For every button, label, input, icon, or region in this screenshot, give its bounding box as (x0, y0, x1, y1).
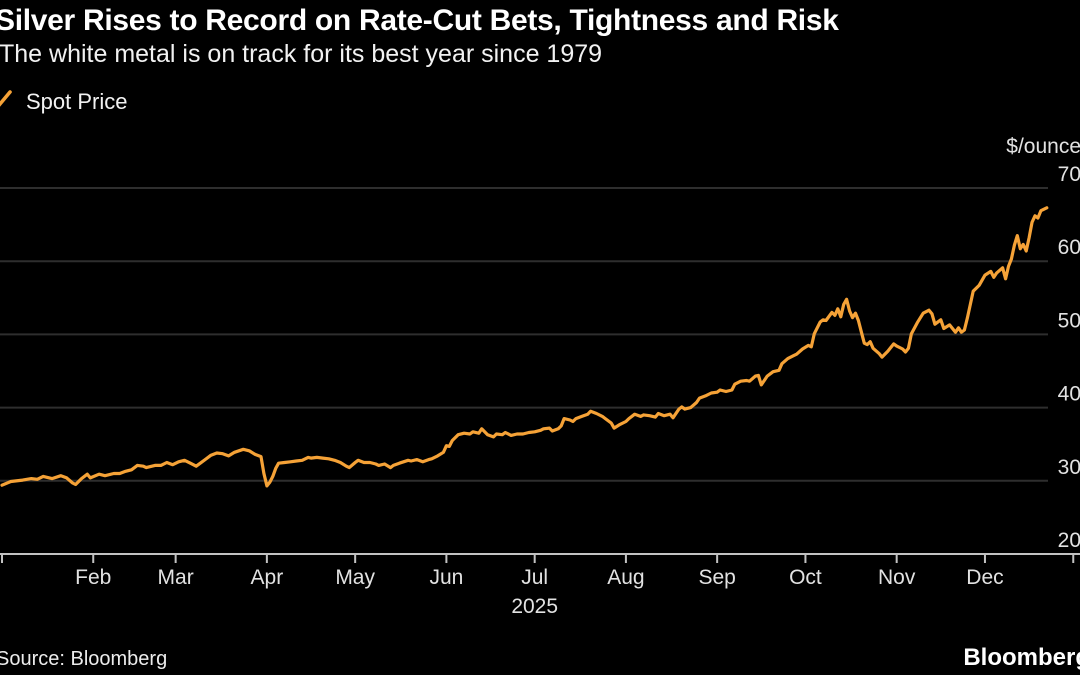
legend-label: Spot Price (26, 89, 128, 114)
y-axis-unit-label: $/ounce (1006, 135, 1080, 158)
y-axis-label: 60 (1058, 236, 1080, 259)
x-axis-month-label: May (335, 566, 375, 589)
y-axis-label: 40 (1058, 383, 1080, 406)
x-axis-month-label: Dec (966, 566, 1003, 589)
x-axis-month-label: Jul (521, 566, 548, 589)
y-axis-label: 30 (1058, 456, 1080, 479)
y-axis-label: 50 (1058, 309, 1080, 332)
x-axis-year-label: 2025 (511, 595, 558, 618)
spot-price-line (0, 206, 1049, 488)
x-axis-month-label: Aug (607, 566, 644, 589)
chart-subtitle: The white metal is on track for its best… (0, 40, 603, 68)
y-axis-label: 20 (1058, 529, 1080, 552)
bloomberg-logo: Bloomberg (963, 644, 1080, 671)
legend-line-icon (0, 90, 12, 107)
x-axis-month-label: Feb (75, 566, 111, 589)
y-axis-label: 70 (1058, 163, 1080, 186)
x-axis-month-label: Sep (698, 566, 735, 589)
source-label: Source: Bloomberg (0, 648, 168, 670)
x-axis-month-label: Mar (158, 566, 194, 589)
x-axis-month-label: Jun (429, 566, 463, 589)
x-axis-month-label: Oct (789, 566, 822, 589)
chart-title: Silver Rises to Record on Rate-Cut Bets,… (0, 4, 839, 37)
x-axis-month-label: Apr (251, 566, 284, 589)
x-axis-month-label: Nov (878, 566, 916, 589)
